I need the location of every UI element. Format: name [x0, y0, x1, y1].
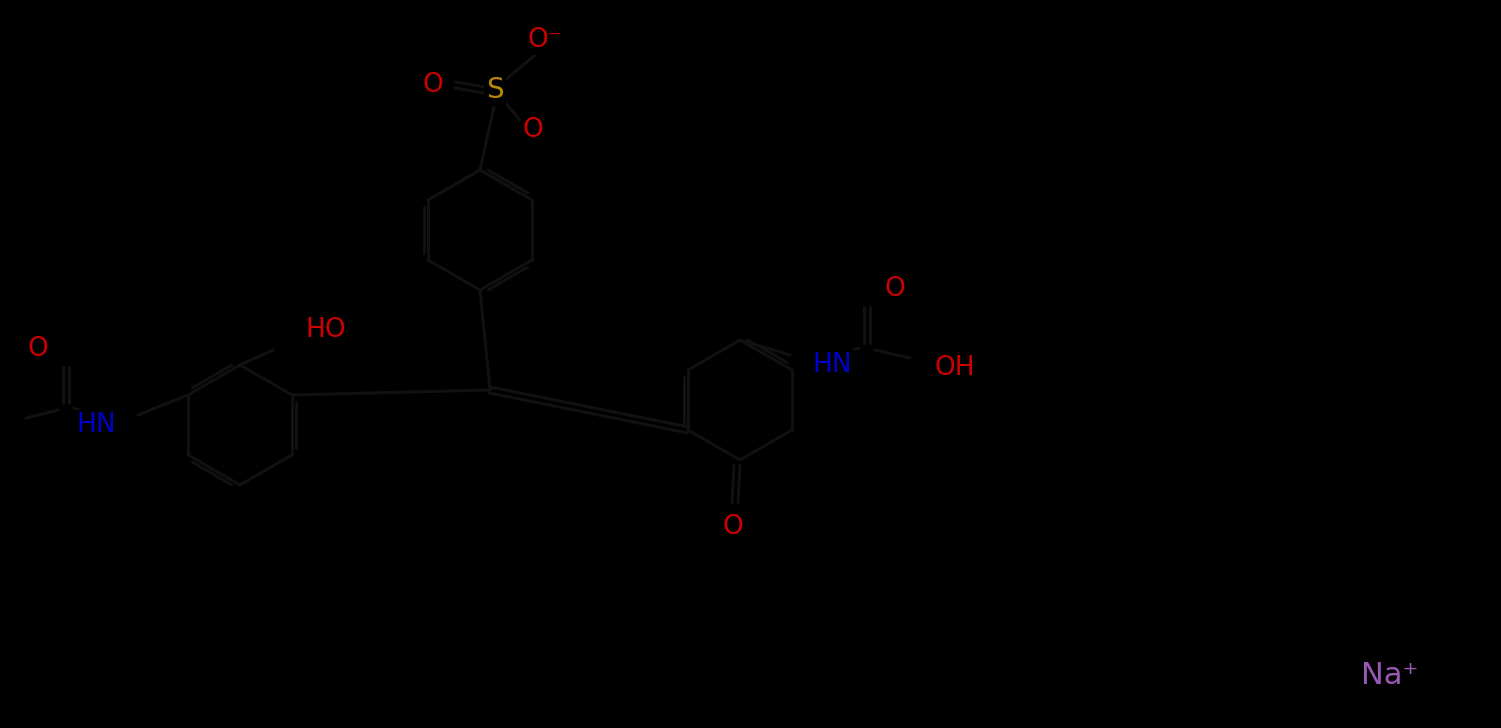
Text: HO: HO — [0, 415, 2, 441]
Text: OH: OH — [934, 355, 974, 381]
Text: O: O — [423, 72, 443, 98]
Text: Na⁺: Na⁺ — [1361, 660, 1418, 689]
Text: HN: HN — [77, 412, 116, 438]
Text: O: O — [522, 117, 543, 143]
Text: O⁻: O⁻ — [528, 27, 563, 53]
Text: HO: HO — [305, 317, 345, 343]
Text: S: S — [486, 76, 504, 104]
Text: O: O — [722, 514, 743, 540]
Text: O: O — [886, 276, 905, 302]
Text: O: O — [27, 336, 48, 362]
Text: HN: HN — [812, 352, 851, 378]
